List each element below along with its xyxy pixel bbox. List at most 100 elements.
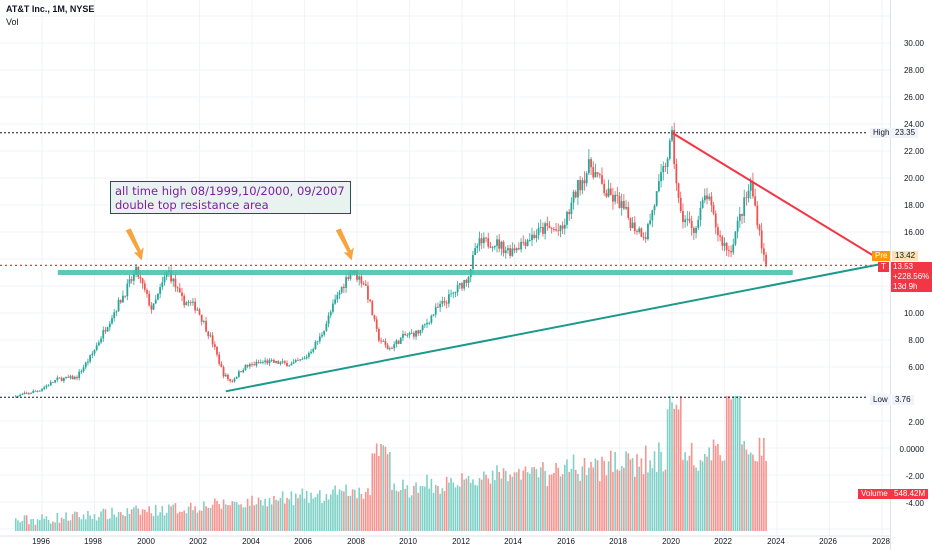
high-value-tag: 23.35 bbox=[892, 128, 919, 138]
volume-legend[interactable]: Vol bbox=[6, 17, 19, 27]
volume-bar bbox=[469, 482, 472, 531]
volume-bar bbox=[294, 493, 297, 531]
candle-body bbox=[443, 301, 446, 303]
volume-bar bbox=[266, 506, 269, 531]
volume-bar bbox=[275, 499, 277, 531]
candle-body bbox=[62, 377, 65, 381]
candle-body bbox=[117, 299, 120, 312]
candle-body bbox=[633, 222, 636, 232]
candle-body bbox=[618, 195, 621, 208]
volume-bar bbox=[428, 488, 430, 531]
candle-body bbox=[174, 278, 177, 288]
volume-bar bbox=[224, 504, 227, 531]
candle-body bbox=[660, 172, 662, 182]
volume-bar bbox=[544, 470, 546, 531]
volume-bar bbox=[141, 509, 144, 531]
volume-bar bbox=[399, 490, 402, 531]
candle-body bbox=[91, 353, 94, 356]
volume-bar bbox=[717, 443, 719, 531]
volume-bar bbox=[192, 510, 194, 531]
candle-body bbox=[640, 228, 643, 237]
volume-bar bbox=[421, 486, 424, 531]
volume-bar bbox=[43, 518, 45, 531]
volume-bar bbox=[371, 453, 374, 531]
volume-bar bbox=[60, 517, 63, 531]
volume-bar bbox=[242, 507, 245, 531]
ticker-badge[interactable]: T bbox=[878, 262, 889, 272]
volume-bar bbox=[658, 442, 660, 531]
candle-body bbox=[251, 364, 253, 365]
candle-body bbox=[528, 240, 531, 241]
candle-body bbox=[325, 323, 328, 331]
candle-body bbox=[294, 360, 297, 363]
volume-bar bbox=[25, 515, 28, 531]
price-axis-separator bbox=[890, 0, 891, 550]
volume-bar bbox=[23, 515, 26, 531]
volume-bar bbox=[49, 523, 52, 531]
candle-body bbox=[290, 363, 293, 366]
volume-bar bbox=[144, 509, 146, 531]
volume-bar bbox=[45, 516, 48, 531]
volume-bar bbox=[378, 455, 380, 531]
candle-body bbox=[489, 246, 492, 248]
volume-bar bbox=[360, 493, 363, 531]
volume-bar bbox=[465, 478, 468, 531]
candle-body bbox=[124, 295, 127, 297]
volume-bar bbox=[570, 468, 573, 531]
volume-bar bbox=[183, 510, 185, 531]
volume-tag-value: 548.42M bbox=[891, 489, 929, 499]
candle-body bbox=[240, 371, 242, 373]
candle-body bbox=[194, 301, 197, 311]
volume-bar bbox=[351, 489, 354, 531]
candle-body bbox=[502, 241, 505, 254]
volume-bar bbox=[568, 471, 570, 531]
volume-bar bbox=[518, 468, 520, 531]
candle-body bbox=[126, 283, 129, 297]
volume-bar bbox=[430, 478, 433, 531]
volume-bar bbox=[467, 475, 470, 531]
volume-bar bbox=[111, 507, 113, 531]
candle-body bbox=[463, 280, 466, 289]
candle-body bbox=[312, 349, 315, 352]
annotation-line-2: double top resistance area bbox=[115, 198, 269, 212]
candle-body bbox=[292, 362, 295, 364]
volume-bar bbox=[504, 470, 507, 531]
candle-body bbox=[380, 340, 382, 342]
candle-body bbox=[356, 270, 358, 280]
volume-bar bbox=[655, 471, 658, 531]
annotation-text-box[interactable]: all time high 08/1999,10/2000, 09/2007 d… bbox=[110, 181, 351, 214]
volume-bar bbox=[119, 512, 122, 531]
candle-body bbox=[189, 302, 192, 304]
candle-body bbox=[561, 225, 564, 229]
volume-bar bbox=[614, 451, 616, 531]
candle-body bbox=[187, 302, 190, 304]
resistance-zone[interactable] bbox=[57, 270, 793, 275]
volume-bar bbox=[697, 470, 700, 531]
volume-bar bbox=[358, 487, 360, 531]
volume-bar bbox=[259, 500, 262, 531]
candle-body bbox=[688, 218, 691, 221]
candle-body bbox=[404, 333, 407, 336]
candle-body bbox=[699, 207, 702, 220]
volume-bar bbox=[170, 506, 172, 531]
candle-body bbox=[358, 276, 361, 280]
volume-bar bbox=[89, 515, 91, 531]
candle-body bbox=[666, 158, 669, 167]
support-trendline[interactable] bbox=[225, 263, 880, 393]
volume-bar bbox=[65, 512, 67, 531]
volume-bar bbox=[478, 478, 481, 531]
volume-bar bbox=[531, 467, 533, 531]
volume-bar bbox=[404, 488, 406, 531]
volume-bar bbox=[638, 466, 640, 531]
volume-bar bbox=[393, 483, 395, 531]
candle-body bbox=[146, 289, 148, 294]
volume-bar bbox=[30, 519, 32, 531]
candle-body bbox=[89, 355, 92, 362]
volume-bar bbox=[297, 498, 299, 531]
candle-body bbox=[426, 322, 428, 325]
chart-legend-title[interactable]: AT&T Inc., 1M, NYSE bbox=[6, 4, 95, 14]
candle-body bbox=[47, 385, 50, 387]
volume-bar bbox=[286, 497, 288, 531]
resistance-trendline[interactable] bbox=[671, 131, 878, 259]
